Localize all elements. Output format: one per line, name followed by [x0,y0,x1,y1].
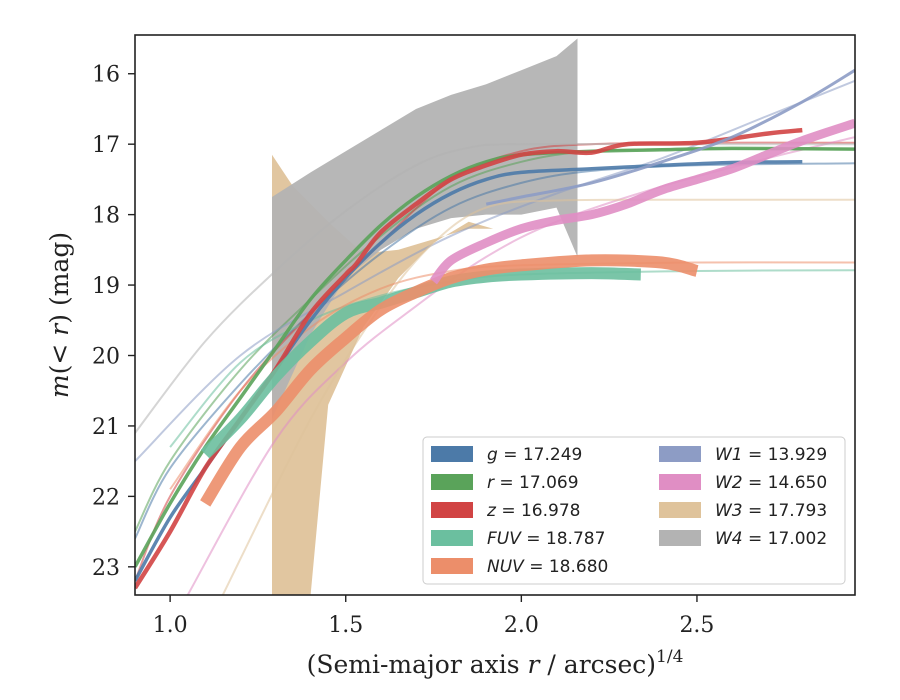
x-tick-label: 2.0 [504,613,539,638]
legend-swatch-w1 [659,446,701,462]
legend-swatch-fuv [431,530,473,546]
series-model-w3 [221,198,855,595]
series-data-nuv [200,254,699,507]
legend-label-w1: W1 = 13.929 [715,445,827,465]
series-band-w4 [272,38,578,419]
plot-frame [134,34,856,596]
y-tick-label: 18 [92,204,120,229]
legend-label-w4: W4 = 17.002 [715,529,827,549]
legend-swatch-g [431,446,473,462]
x-tick-label: 1.0 [153,613,188,638]
series-data-w1 [485,68,855,206]
legend-swatch-z [431,502,473,518]
series-data-w2 [429,118,855,285]
legend-label-r: r = 17.069 [487,473,579,493]
y-tick-label: 17 [92,133,120,158]
legend-swatch-r [431,474,473,490]
y-tick-label: 16 [92,63,120,88]
series-data-r [135,146,855,568]
legend-label-w3: W3 = 17.793 [715,501,827,521]
legend-label-fuv: FUV = 18.787 [487,529,605,549]
legend-swatch-w4 [659,530,701,546]
x-tick-label: 1.5 [328,613,363,638]
legend-label-g: g = 17.249 [487,445,582,465]
legend-label-z: z = 16.978 [486,501,580,521]
y-tick-label: 20 [92,345,120,370]
y-tick-label: 21 [92,415,120,440]
legend-box [422,436,846,585]
plot-area [135,38,855,595]
x-axis-label: (Semi-major axis r / arcsec)1/4 [307,647,684,679]
legend-swatch-w2 [659,474,701,490]
y-tick-label: 22 [92,485,120,510]
y-tick-label: 19 [92,274,120,299]
legend-label-w2: W2 = 14.650 [715,473,827,493]
series-model-w1 [135,79,855,462]
y-axis-label: m(< r) (mag) [45,232,74,398]
legend-swatch-w3 [659,502,701,518]
x-tick-label: 2.5 [679,613,714,638]
axes: 1.0 1.5 2.0 2.5 16 17 18 19 20 21 22 23 [92,63,714,638]
y-tick-label: 23 [92,556,120,581]
legend-label-nuv: NUV = 18.680 [487,557,608,577]
legend-swatch-nuv [431,558,473,574]
legend: g = 17.249 r = 17.069 z = 16.978 FUV = 18.7… [422,436,846,585]
